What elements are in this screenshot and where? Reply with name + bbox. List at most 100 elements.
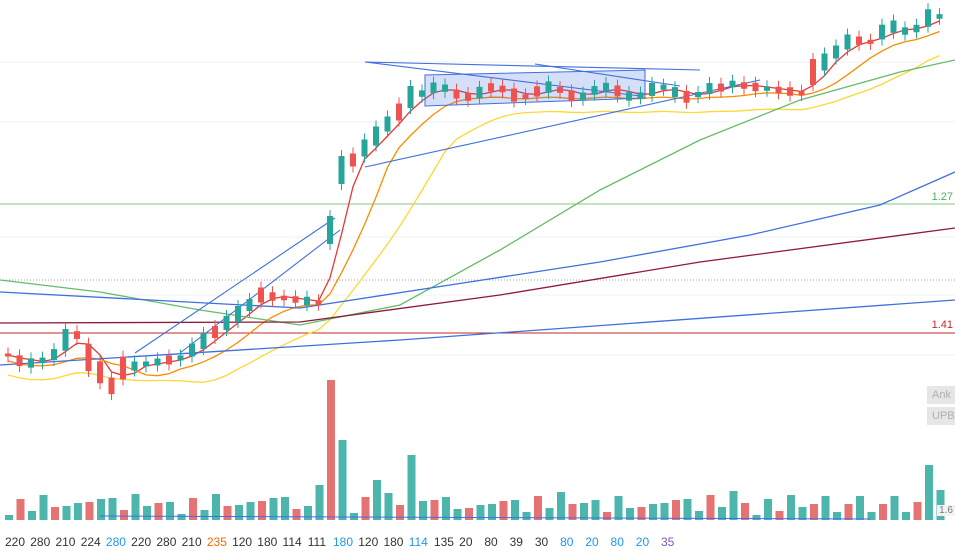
candle-69 [787,87,793,96]
volume-scale-label-19: 20 [459,535,473,549]
volume-bar-4 [39,495,48,520]
trendline-3 [364,79,761,168]
candle-28 [315,300,322,305]
candle-53 [603,82,609,92]
volume-bar-64 [729,491,738,520]
volume-bar-38 [430,500,439,520]
volume-bar-52 [591,500,600,520]
candle-50 [568,90,575,102]
candle-60 [683,90,690,103]
volume-bar-65 [741,503,749,520]
trendline-6 [534,63,681,87]
volume-bar-17 [189,498,197,520]
candle-81 [925,9,931,27]
candle-36 [407,85,414,108]
candle-57 [649,82,655,96]
volume-bar-16 [177,514,186,520]
volume-bar-35 [396,505,404,520]
candle-58 [660,84,667,90]
candle-24 [269,292,276,301]
candle-2 [16,355,23,367]
volume-bar-20 [223,506,232,520]
volume-scale-label-26: 20 [636,535,650,549]
price-chart[interactable] [0,0,955,531]
candle-46 [522,94,529,99]
candle-44 [499,85,506,93]
volume-bar-22 [246,502,255,520]
candle-23 [258,287,264,303]
candle-55 [626,92,632,101]
volume-bar-51 [580,503,588,520]
volume-bar-19 [212,494,220,520]
candle-66 [752,82,759,92]
candle-77 [879,24,885,40]
candle-65 [741,82,747,89]
candle-75 [856,36,862,45]
volume-bar-18 [200,510,209,520]
candle-52 [591,86,598,95]
candle-42 [476,86,483,99]
volume-scale-label-6: 220 [131,535,151,549]
volume-bar-72 [821,496,830,520]
moving-averages [0,20,955,383]
volume-bar-63 [718,507,726,520]
volume-scale-label-21: 39 [510,535,524,549]
volume-scale-label-7: 280 [156,535,176,549]
volume-scale-label-17: 114 [409,535,428,549]
volume-bar-66 [752,515,761,520]
candle-34 [384,116,391,132]
volume-bar-54 [614,496,623,520]
volume-bar-50 [568,504,577,520]
volume-bar-30 [338,440,347,520]
candle-72 [821,53,828,71]
volume-scale-label-12: 114 [283,535,302,549]
volume-bar-56 [637,507,646,520]
volume-bar-80 [913,502,922,520]
candle-56 [637,92,644,99]
volume-bar-55 [626,508,634,520]
candle-48 [545,81,552,93]
volume-bar-53 [603,512,611,520]
candle-38 [430,82,437,94]
volume-bar-36 [407,455,416,520]
volume-bar-62 [706,495,715,520]
volume-bar-43 [488,504,496,520]
volume-bar-42 [476,505,485,520]
volume-bar-41 [465,508,473,520]
volume-scale-label-23: 80 [560,535,574,549]
volume-bar-68 [775,511,784,520]
candle-14 [154,358,161,366]
candle-54 [614,85,621,97]
candle-62 [706,83,713,95]
volume-bar-67 [764,499,772,520]
volume-scale-label-24: 20 [585,535,599,549]
volume-scale-label-3: 210 [55,535,75,549]
candle-63 [718,83,724,92]
volume-bar-7 [74,503,82,520]
side-badge-2[interactable]: UPB [927,407,955,425]
level-label-2: 1.41 [929,319,955,331]
volume-bar-1 [5,515,13,520]
volume-scale-label-13: 111 [308,535,327,549]
volume-bar-70 [798,507,807,520]
price-levels [0,203,955,334]
candle-78 [890,20,897,33]
volume-scale-label-15: 120 [358,535,378,549]
candle-70 [798,90,805,96]
volume-bar-77 [879,504,887,520]
candle-64 [729,80,736,88]
candles [5,3,943,401]
volume-bar-10 [108,498,117,520]
volume-bar-71 [810,504,818,520]
volume-bar-33 [373,480,381,520]
candle-73 [833,45,839,59]
volume-scale-label-1: 220 [5,535,25,549]
candle-33 [373,126,379,146]
side-badge-1[interactable]: Ank [927,386,955,404]
ma-fast-line [7,20,940,377]
volume-bar-21 [235,505,243,520]
volume-bar-75 [856,496,864,520]
candle-68 [775,86,782,94]
candle-20 [223,316,230,330]
